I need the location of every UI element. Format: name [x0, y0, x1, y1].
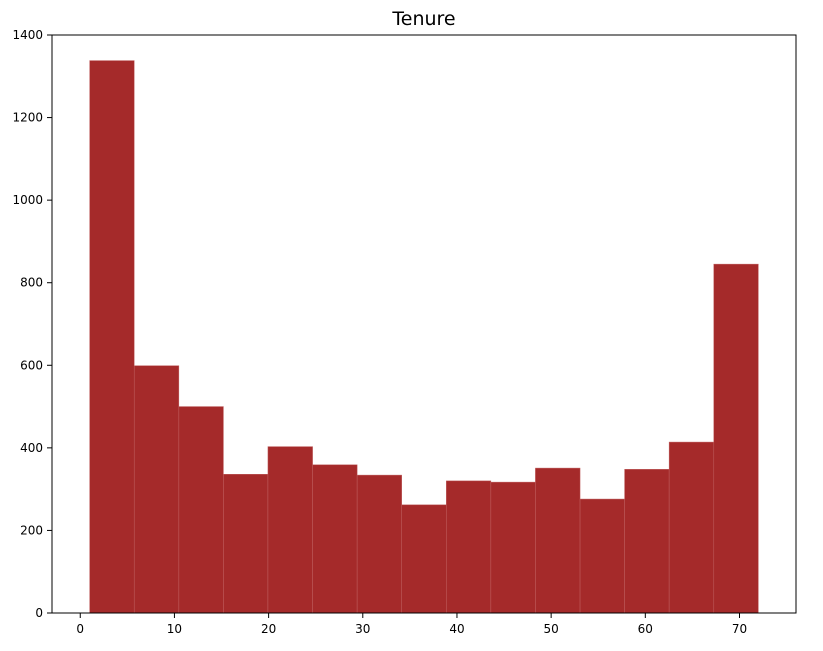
histogram-bar	[446, 480, 492, 614]
histogram-bar	[490, 481, 536, 614]
histogram-bar	[579, 498, 625, 614]
y-tick-label: 0	[35, 606, 43, 620]
chart-title: Tenure	[391, 8, 455, 30]
x-tick-label: 70	[732, 622, 747, 636]
histogram-bar	[713, 263, 759, 614]
y-axis: 0 200 400 600 800 1000 1200 1400	[12, 28, 52, 620]
x-tick-label: 0	[76, 622, 84, 636]
histogram-bar	[356, 474, 402, 614]
plot-frame	[51, 34, 797, 614]
bars-group	[89, 60, 759, 614]
x-tick-label: 40	[449, 622, 464, 636]
histogram-bar	[535, 467, 581, 614]
x-tick-label: 30	[355, 622, 370, 636]
histogram-bar	[178, 406, 224, 614]
histogram-bar	[89, 60, 135, 614]
histogram-bar	[668, 441, 715, 614]
y-tick-label: 1200	[12, 111, 43, 125]
y-tick-label: 1000	[12, 193, 43, 207]
y-tick-label: 600	[20, 358, 43, 372]
y-tick-label: 200	[20, 523, 43, 537]
histogram-bar	[401, 504, 447, 614]
y-tick-label: 800	[20, 276, 43, 290]
histogram-bar	[133, 365, 180, 614]
y-tick-label: 1400	[12, 28, 43, 42]
x-tick-label: 60	[638, 622, 653, 636]
histogram-bar	[267, 446, 313, 614]
histogram-bar	[624, 469, 670, 614]
x-axis: 0 10 20 30 40 50 60 70	[76, 613, 747, 636]
x-tick-label: 10	[167, 622, 182, 636]
y-tick-label: 400	[20, 441, 43, 455]
histogram-bar	[223, 474, 269, 614]
histogram-bar	[312, 464, 358, 614]
x-tick-label: 20	[261, 622, 276, 636]
x-tick-label: 50	[543, 622, 558, 636]
